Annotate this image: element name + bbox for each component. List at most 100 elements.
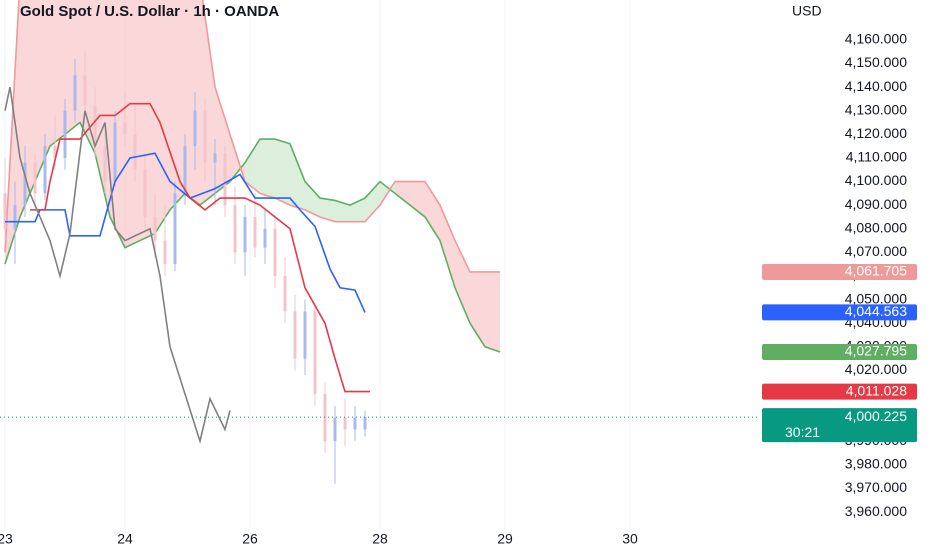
cloud-fill [260, 139, 275, 199]
currency-label: USD [792, 3, 822, 19]
cloud-fill [335, 200, 350, 222]
cloud-fill [290, 143, 305, 210]
candle-body [223, 153, 227, 206]
x-tick-label: 29 [497, 531, 513, 547]
y-tick-label: 4,160.000 [845, 31, 907, 47]
price-tag-label: 4,011.028 [846, 382, 907, 398]
y-tick-label: 4,150.000 [845, 54, 907, 70]
candle-body [153, 216, 157, 241]
candle-body [23, 162, 27, 206]
cloud-fill [50, 0, 65, 147]
price-tag-label: 4,027.795 [845, 343, 907, 359]
candle-body [53, 146, 57, 158]
candle-body [103, 146, 107, 182]
candle-body [93, 106, 97, 147]
cloud-fill [140, 0, 155, 241]
cloud-fill [35, 0, 50, 182]
candle-body [343, 417, 347, 430]
candle-body [133, 134, 137, 170]
y-tick-label: 4,050.000 [845, 290, 907, 306]
candle-body [43, 146, 47, 194]
cloud-fill [425, 181, 440, 241]
indicator-line [30, 102, 370, 393]
x-tick-label: 24 [117, 531, 133, 547]
candle-body [173, 193, 177, 265]
candle-body [363, 417, 367, 430]
candle-body [63, 110, 67, 158]
x-tick-label: 26 [242, 531, 258, 547]
candle-body [203, 110, 207, 163]
y-tick-label: 4,080.000 [845, 219, 907, 235]
y-tick-label: 4,130.000 [845, 101, 907, 117]
cloud-fill [455, 240, 470, 324]
price-tag-label: 4,044.563 [845, 303, 907, 319]
y-tick-label: 3,980.000 [845, 456, 907, 472]
y-tick-label: 4,100.000 [845, 172, 907, 188]
y-tick-label: 3,960.000 [845, 503, 907, 519]
candle-body [293, 311, 297, 359]
y-tick-label: 3,970.000 [845, 479, 907, 495]
price-tag [762, 408, 917, 443]
price-tag [762, 383, 917, 400]
candle-body [353, 417, 357, 430]
candle-body [193, 110, 197, 147]
candle-body [83, 75, 87, 106]
candle-body [163, 240, 167, 265]
candle-body [323, 394, 327, 442]
y-tick-label: 4,070.000 [845, 243, 907, 259]
cloud-fill [65, 0, 80, 135]
price-tag [762, 344, 917, 361]
cloud-fill [320, 198, 335, 222]
cloud-fill [275, 139, 290, 206]
candle-body [243, 216, 247, 253]
chart-title: Gold Spot / U.S. Dollar · 1h · OANDA [20, 3, 279, 20]
candle-body [3, 193, 7, 229]
candle-body [313, 311, 317, 395]
cloud-fill [125, 0, 140, 248]
candle-body [233, 205, 237, 253]
candle-body [113, 122, 117, 182]
candle-body [273, 228, 277, 276]
cloud-fill [485, 271, 500, 353]
cloud-fill [215, 87, 230, 194]
cloud-fill [110, 0, 125, 248]
candle-body [33, 162, 37, 194]
x-tick-label: 30 [622, 531, 638, 547]
cloud-fill [365, 181, 380, 222]
candle-body [213, 153, 217, 163]
y-tick-label: 4,110.000 [846, 149, 907, 165]
candle-body [333, 417, 337, 442]
price-tag [762, 263, 917, 280]
cloud-fill [305, 181, 320, 217]
y-tick-label: 4,140.000 [845, 78, 907, 94]
price-tag-label: 4,061.705 [845, 263, 907, 279]
cloud-fill [245, 139, 260, 194]
y-tick-label: 4,090.000 [845, 196, 907, 212]
indicator-line [4, 86, 231, 445]
candle-body [303, 311, 307, 359]
candle-body [263, 228, 267, 248]
cloud-fill [170, 0, 185, 210]
span-a-line [4, 121, 501, 353]
candle-body [13, 205, 17, 229]
cloud-fill [395, 181, 410, 206]
cloud-fill [185, 0, 200, 206]
y-tick-label: 4,020.000 [845, 361, 907, 377]
candle-body [73, 75, 77, 111]
countdown-label: 30:21 [785, 424, 820, 440]
span-b-line [4, 0, 500, 273]
price-tag-label: 4,000.225 [845, 408, 907, 424]
plot-area [3, 0, 501, 484]
candle-body [123, 122, 127, 135]
cloud-fill [440, 205, 455, 288]
price-tag [762, 304, 917, 321]
x-tick-label: 23 [0, 531, 13, 547]
candle-body [283, 275, 287, 312]
y-tick-label: 4,120.000 [845, 125, 907, 141]
candle-body [183, 146, 187, 194]
candle-body [143, 169, 147, 217]
candle-body [253, 216, 257, 248]
x-tick-label: 28 [372, 531, 388, 547]
